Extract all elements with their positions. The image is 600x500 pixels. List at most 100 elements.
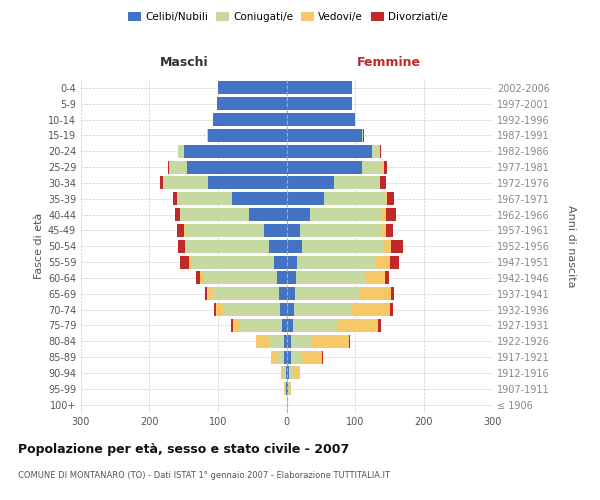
Bar: [298, 256, 376, 268]
Bar: [181, 208, 249, 221]
Bar: [284, 366, 286, 380]
Bar: [288, 382, 289, 395]
Bar: [203, 272, 277, 284]
Bar: [287, 113, 355, 126]
Bar: [200, 272, 203, 284]
Bar: [207, 129, 208, 142]
Bar: [231, 319, 233, 332]
Text: Femmine: Femmine: [357, 56, 421, 69]
Bar: [233, 319, 240, 332]
Bar: [279, 288, 287, 300]
Bar: [286, 366, 287, 380]
Bar: [293, 319, 337, 332]
Bar: [287, 208, 310, 221]
Bar: [380, 145, 381, 158]
Bar: [287, 98, 352, 110]
Bar: [187, 160, 287, 173]
Bar: [287, 240, 302, 252]
Bar: [277, 272, 287, 284]
Bar: [363, 129, 364, 142]
Bar: [192, 256, 274, 268]
Bar: [232, 192, 287, 205]
Bar: [271, 350, 278, 364]
Bar: [163, 176, 208, 190]
Bar: [380, 176, 386, 190]
Bar: [218, 82, 287, 94]
Bar: [281, 366, 284, 380]
Bar: [283, 319, 287, 332]
Bar: [287, 303, 294, 316]
Bar: [384, 240, 391, 252]
Bar: [278, 350, 284, 364]
Bar: [302, 350, 322, 364]
Bar: [382, 224, 386, 237]
Bar: [386, 192, 387, 205]
Bar: [287, 224, 300, 237]
Bar: [391, 240, 403, 252]
Bar: [213, 113, 287, 126]
Bar: [300, 224, 382, 237]
Bar: [334, 176, 379, 190]
Bar: [311, 335, 349, 347]
Bar: [187, 240, 269, 252]
Bar: [379, 176, 380, 190]
Bar: [296, 272, 365, 284]
Bar: [390, 256, 399, 268]
Bar: [287, 398, 288, 411]
Bar: [177, 192, 232, 205]
Bar: [214, 303, 216, 316]
Bar: [365, 272, 385, 284]
Bar: [287, 272, 296, 284]
Bar: [280, 303, 287, 316]
Bar: [224, 303, 280, 316]
Bar: [287, 82, 352, 94]
Bar: [382, 208, 386, 221]
Bar: [170, 160, 187, 173]
Bar: [196, 272, 200, 284]
Bar: [269, 335, 284, 347]
Bar: [372, 145, 379, 158]
Bar: [240, 319, 283, 332]
Bar: [376, 256, 390, 268]
Bar: [287, 176, 334, 190]
Bar: [287, 145, 372, 158]
Bar: [177, 224, 184, 237]
Bar: [324, 192, 386, 205]
Bar: [185, 224, 264, 237]
Bar: [169, 160, 170, 173]
Bar: [185, 240, 187, 252]
Bar: [160, 176, 163, 190]
Bar: [205, 288, 207, 300]
Bar: [287, 350, 290, 364]
Bar: [249, 208, 287, 221]
Bar: [287, 160, 362, 173]
Bar: [274, 256, 287, 268]
Bar: [285, 382, 286, 395]
Bar: [184, 145, 287, 158]
Bar: [212, 288, 279, 300]
Y-axis label: Anni di nascita: Anni di nascita: [566, 205, 577, 288]
Bar: [269, 240, 287, 252]
Bar: [287, 319, 293, 332]
Bar: [352, 303, 390, 316]
Bar: [286, 382, 287, 395]
Bar: [293, 366, 300, 380]
Bar: [287, 335, 290, 347]
Bar: [290, 350, 302, 364]
Bar: [178, 240, 185, 252]
Bar: [256, 335, 269, 347]
Bar: [384, 160, 386, 173]
Bar: [216, 303, 224, 316]
Bar: [362, 129, 363, 142]
Bar: [284, 350, 287, 364]
Bar: [362, 160, 382, 173]
Bar: [287, 382, 288, 395]
Bar: [181, 256, 189, 268]
Bar: [168, 160, 169, 173]
Bar: [387, 192, 394, 205]
Bar: [287, 192, 324, 205]
Bar: [284, 335, 287, 347]
Bar: [287, 129, 362, 142]
Bar: [390, 303, 392, 316]
Bar: [302, 240, 384, 252]
